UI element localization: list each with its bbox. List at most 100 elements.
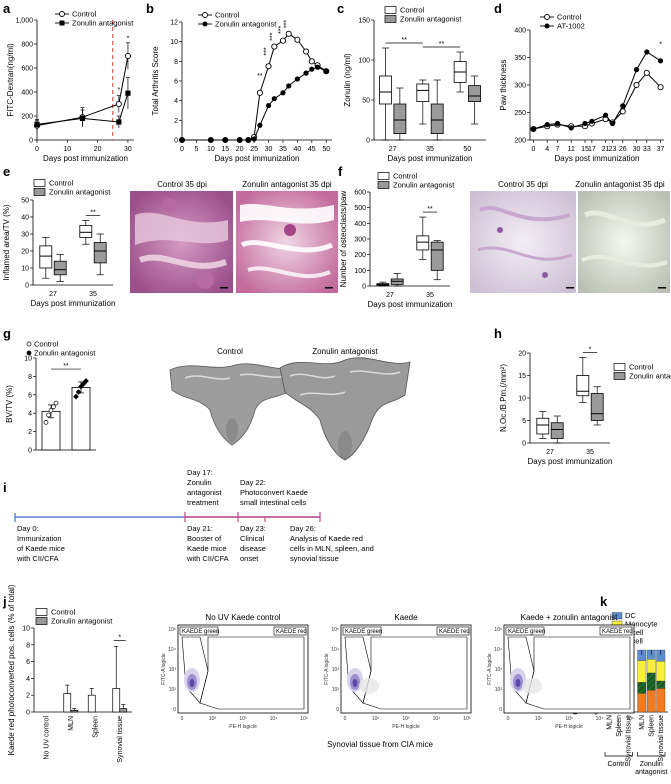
cell-population-spread [359,678,379,694]
legend-marker [202,12,208,18]
y-tick-label: 50 [362,98,370,105]
y-tick-label: 10 [170,39,178,46]
flow-x-title: PE-H logicle [555,724,583,730]
data-point [554,120,561,127]
x-tick-label: 30 [633,146,641,153]
panel-b-letter: b [146,1,154,16]
y-tick-label: 600 [354,190,366,197]
timeline-text: Zonulin [187,478,212,487]
micrograph-f-zonulin: Zonulin antagonist 35 dpi [575,180,670,293]
legend-label: AT-1002 [557,22,585,31]
data-point [309,66,315,72]
y-tick-label: 2 [26,693,30,700]
significance-marker: * [127,35,130,42]
data-point [115,100,122,108]
box [430,241,444,271]
legend-label: Control [393,172,418,181]
data-point [279,37,287,44]
significance-marker: ** [63,363,69,370]
x-tick-label: 27 [389,146,397,153]
y-tick-label: 150 [358,18,370,25]
legend-swatch [613,372,626,380]
y-tick-label: 0 [174,138,178,145]
flow-plot-title: No UV Kaede control [205,613,280,622]
y-axis-title: Kaede red photoconverted pos. cells (% o… [7,584,16,755]
panel-j-letter: j [2,594,7,609]
x-tick-label: 25 [250,146,258,153]
flow-x-tick: 10⁴ [433,716,441,722]
stacked-segment [656,661,666,682]
significance-marker: ** [439,41,445,48]
significance-marker: * [659,42,662,49]
x-tick-label: Synovial tissue [625,715,632,762]
x-tick-label: 21 [602,146,610,153]
data-point [265,63,272,70]
x-tick-label: 30 [124,146,132,153]
flow-y-title: FITC-A logicle [487,653,493,685]
y-axis-title: Paw thickness [499,59,508,110]
data-point [271,43,278,50]
flow-plot-frame [340,624,472,714]
data-point [75,389,82,395]
box [79,225,93,238]
legend-swatch [611,612,623,620]
y-axis-title: Inflamed area/TV (%) [2,204,11,280]
series-line [36,93,129,125]
y-tick-label: 800 [21,42,33,49]
stacked-segment [637,660,647,683]
legend-swatch [384,15,397,23]
data-point [602,112,609,118]
bar [119,708,128,713]
x-tick-label: 20 [236,146,244,153]
legend-label: Zonulin antagonist [400,15,462,24]
timeline-event-day21: Day 21: Booster of Kaede mice with CII/C… [186,524,229,563]
timeline-event-day22: Day 22: Photoconvert Kaede small intesti… [240,478,308,507]
x-axis-title: Days post immunization [215,154,300,163]
legend-marker [202,21,208,27]
x-tick-label: 30 [265,146,273,153]
data-point [589,118,595,124]
micrograph-e-control: Control 35 dpi [130,180,233,293]
bar [87,694,96,713]
series-line [182,66,327,141]
timeline-text: Day 17: [187,468,213,477]
timeline-text: Kaede mice [187,544,227,553]
y-tick-label: 10 [21,266,29,273]
timeline-text: onset [240,554,259,563]
x-tick-label: 50 [322,146,330,153]
y-tick-label: 20 [518,351,526,358]
data-point [237,137,243,143]
significance-marker: *** [264,47,271,55]
data-point [323,68,329,74]
flow-x-tick: 0 [507,716,510,722]
stacked-segment [646,672,656,691]
x-tick-label: 45 [308,146,316,153]
x-tick-label: 15 [581,146,589,153]
flow-x-tick: 10² [535,716,543,722]
timeline-text: synovial tissue [290,554,339,563]
legend-label: DC [625,611,636,620]
y-tick-label: 6 [28,392,32,399]
significance-marker: * [117,87,120,94]
y-tick-label: 30 [21,232,29,239]
data-point [179,137,185,143]
gate-red-label-box [599,626,633,636]
y-tick-label: 5 [522,418,526,425]
y-tick-label: 6 [174,79,178,86]
timeline-text: with CII/CFA [186,554,229,563]
cell-population-core [515,679,521,687]
y-tick-label: 4 [26,676,30,683]
legend-label: Control [629,363,654,372]
legend-marker [59,20,65,26]
timeline-event-day0: Day 0: Immunization of Kaede mice with C… [16,524,65,563]
data-point [34,121,40,127]
timeline-text: Day 21: [187,524,213,533]
data-point [544,122,550,128]
flow-x-tick: 10⁴ [270,716,278,722]
gate-green-label-box [505,626,545,636]
stacked-segment [646,690,656,713]
x-tick-label: 35 [586,449,594,456]
legend-label: Zonulin antagonist [215,20,277,29]
stacked-segment [637,682,647,694]
